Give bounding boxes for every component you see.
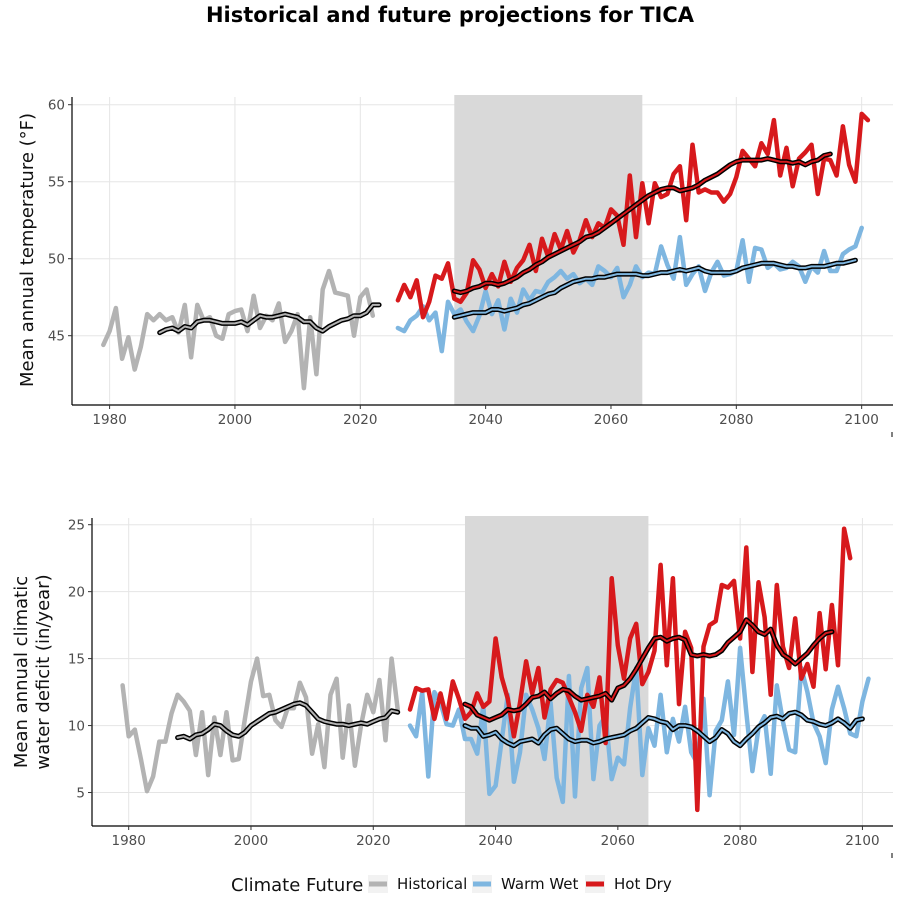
x-tick-label: 1980 <box>92 412 126 428</box>
series-line-historical-10-yr-mean <box>176 701 399 740</box>
y-axis-label-line-1: Mean annual climatic <box>11 576 32 768</box>
x-tick-label: 2100 <box>844 412 878 428</box>
panel-water-deficit: 5 10 15 20 25 1980 2000 2020 2040 2060 2080 2100 Mea… <box>11 516 893 858</box>
y-tick-label: 15 <box>68 652 85 668</box>
legend-item-historical: Historical <box>368 875 467 893</box>
legend-label-hot-dry: Hot Dry <box>614 875 672 893</box>
x-tick-label: 2060 <box>594 412 628 428</box>
x-tick-label: 2000 <box>234 833 268 849</box>
x-tick-label: 2080 <box>719 412 753 428</box>
series-line-historical <box>120 656 400 794</box>
legend-item-warm-wet: Warm Wet <box>472 875 579 893</box>
series-line-warm-wet <box>407 645 871 805</box>
series-line-warm-wet-10-yr-mean <box>464 711 864 747</box>
x-tick-label: 2060 <box>601 833 635 849</box>
y-tick-label: 45 <box>48 329 65 345</box>
x-tick-label: 1980 <box>112 833 146 849</box>
series-line-hot-dry-10-yr-mean <box>464 618 833 722</box>
legend-title: Climate Future <box>231 875 363 896</box>
x-tick-label: 2020 <box>343 412 377 428</box>
y-tick-label: 60 <box>48 98 65 114</box>
y-axis-label-line-2: water deficit (in/year) <box>33 574 54 769</box>
x-tick-label: 2100 <box>845 833 879 849</box>
series-line-historical <box>101 268 376 391</box>
chart-title: Historical and future projections for TI… <box>206 3 695 27</box>
y-tick-label: 25 <box>68 518 85 534</box>
y-axis-label-temperature: Mean annual temperature (°F) <box>17 113 38 387</box>
series-line-historical-10-yr-mean <box>158 303 381 334</box>
legend-label-historical: Historical <box>397 875 467 893</box>
series-line-warm-wet-10-yr-mean <box>453 259 857 319</box>
series-line-hot-dry-10-yr-mean <box>453 153 832 294</box>
legend-label-warm-wet: Warm Wet <box>501 875 579 893</box>
x-tick-label: 2040 <box>468 412 502 428</box>
x-tick-label: 2000 <box>218 412 252 428</box>
y-tick-label: 10 <box>68 719 85 735</box>
y-tick-label: 50 <box>48 252 65 268</box>
x-tick-label: 2040 <box>478 833 512 849</box>
y-tick-label: 5 <box>76 786 85 802</box>
x-tick-label: 2080 <box>723 833 757 849</box>
y-axis-label-water-deficit: Mean annual climaticwater deficit (in/ye… <box>11 574 54 769</box>
legend-item-hot-dry: Hot Dry <box>585 875 672 893</box>
y-tick-label: 55 <box>48 175 65 191</box>
legend: Climate Future Historical Warm Wet Hot D… <box>231 875 672 896</box>
y-tick-label: 20 <box>68 585 85 601</box>
panel-temperature: 45 50 55 60 1980 2000 2020 2040 2060 2080 2100 Mean… <box>17 95 893 437</box>
x-tick-label: 2020 <box>356 833 390 849</box>
series-line-hot-dry <box>407 526 853 813</box>
panels: 45 50 55 60 1980 2000 2020 2040 2060 2080 2100 Mean… <box>11 95 893 858</box>
